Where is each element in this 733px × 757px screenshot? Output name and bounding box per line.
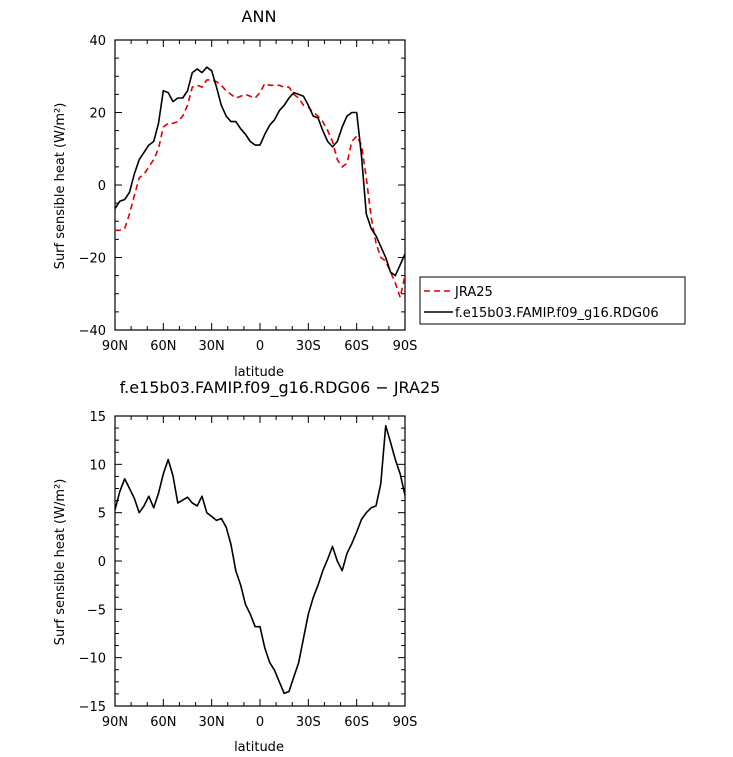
top-x-tick-label: 60S (344, 339, 369, 354)
top-y-tick-label: 0 (98, 179, 106, 194)
bottom-y-tick-label: −10 (79, 652, 106, 667)
bottom-chart-title: f.e15b03.FAMIP.f09_g16.RDG06 − JRA25 (120, 378, 441, 398)
top-y-axis-label: Surf sensible heat (W/m²) (53, 103, 68, 270)
legend-label-model: f.e15b03.FAMIP.f09_g16.RDG06 (455, 306, 659, 321)
bottom-y-tick-label: 15 (89, 410, 106, 425)
top-y-tick-label: 40 (89, 34, 106, 49)
top-x-tick-label: 30N (199, 339, 225, 354)
top-y-tick-label: −40 (79, 324, 106, 339)
top-series-line-0 (115, 79, 406, 299)
bottom-x-axis-label: latitude (234, 740, 284, 755)
bottom-y-tick-label: 10 (89, 458, 106, 473)
bottom-x-tick-label: 90N (102, 715, 128, 730)
top-x-axis-label: latitude (234, 365, 284, 380)
bottom-plot-frame (114, 415, 406, 707)
top-x-tick-label: 0 (256, 339, 264, 354)
top-y-tick-label: 20 (89, 107, 106, 122)
bottom-x-tick-label: 30S (296, 715, 321, 730)
bottom-y-axis-label: Surf sensible heat (W/m²) (53, 479, 68, 646)
bottom-x-tick-label: 60N (150, 715, 176, 730)
top-x-tick-label: 90S (393, 339, 418, 354)
top-series-line-1 (114, 66, 406, 277)
top-y-tick-label: −20 (79, 252, 106, 267)
top-chart-panel: ANN 90N 60N 30N 0 30S 60S 90S −40 −20 0 20 40 Surf … (53, 7, 417, 380)
bottom-y-tick-label: −15 (79, 700, 106, 715)
top-x-tick-label: 30S (296, 339, 321, 354)
bottom-series-line-0 (114, 424, 406, 695)
legend: JRA25 f.e15b03.FAMIP.f09_g16.RDG06 (419, 276, 686, 325)
top-chart-title: ANN (242, 7, 277, 26)
bottom-x-tick-label: 0 (256, 715, 264, 730)
bottom-x-tick-label: 60S (344, 715, 369, 730)
bottom-y-tick-label: 0 (98, 555, 106, 570)
legend-label-jra25: JRA25 (454, 285, 493, 300)
bottom-plot-area: 90N 60N 30N 0 30S 60S 90S −15 −10 −5 0 5 10 15 (79, 410, 418, 730)
bottom-chart-panel: f.e15b03.FAMIP.f09_g16.RDG06 − JRA25 90N… (53, 378, 440, 755)
top-x-tick-label: 60N (150, 339, 176, 354)
bottom-y-tick-label: 5 (98, 507, 106, 522)
top-plot-area: 90N 60N 30N 0 30S 60S 90S −40 −20 0 20 40 (79, 34, 418, 354)
top-plot-frame (114, 39, 406, 331)
bottom-x-tick-label: 90S (393, 715, 418, 730)
bottom-y-tick-label: −5 (87, 603, 106, 618)
top-x-tick-label: 90N (102, 339, 128, 354)
legend-box (419, 276, 686, 325)
bottom-x-tick-label: 30N (199, 715, 225, 730)
